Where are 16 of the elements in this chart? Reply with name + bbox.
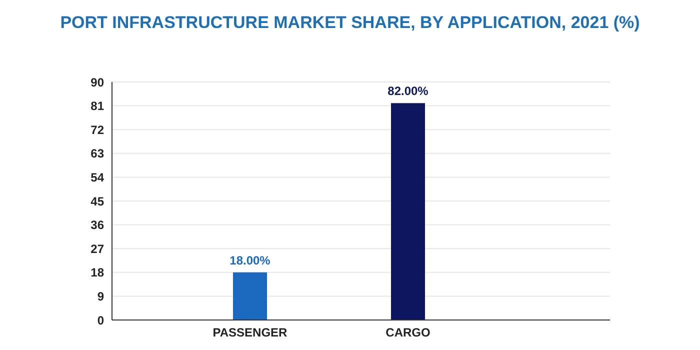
y-tick-label: 90	[90, 75, 104, 90]
y-tick-label: 0	[97, 313, 104, 328]
y-tick-label: 18	[90, 266, 104, 280]
x-tick-label: PASSENGER	[212, 326, 288, 340]
y-tick-label: 36	[90, 218, 104, 232]
y-tick-label: 81	[90, 99, 104, 114]
x-tick-label: CARGO	[386, 326, 430, 340]
y-tick-label: 27	[90, 242, 104, 256]
data-label: 18.00%	[230, 253, 271, 268]
y-tick-label: 63	[90, 146, 104, 161]
y-tick-label: 54	[90, 170, 104, 184]
y-tick-label: 45	[90, 194, 104, 208]
data-label: 82.00%	[388, 84, 429, 98]
chart-title: PORT INFRASTRUCTURE MARKET SHARE, BY APPLICATION, 2021 (%)	[59, 12, 641, 34]
y-tick-label: 9	[97, 289, 104, 304]
y-tick-label: 72	[90, 122, 104, 137]
